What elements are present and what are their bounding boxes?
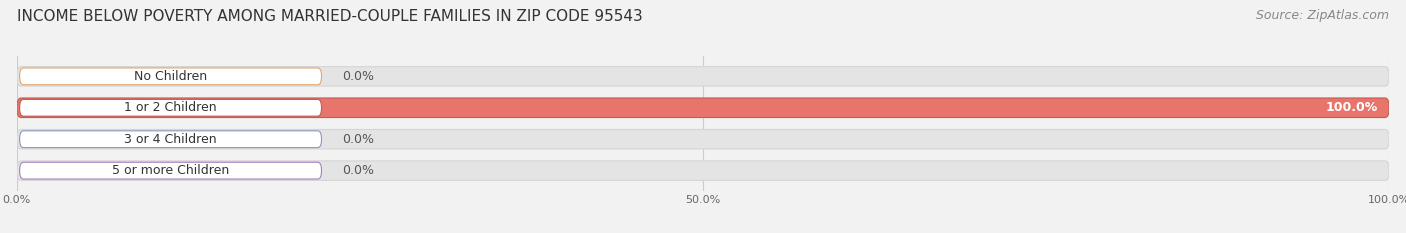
- FancyBboxPatch shape: [20, 162, 322, 179]
- Text: INCOME BELOW POVERTY AMONG MARRIED-COUPLE FAMILIES IN ZIP CODE 95543: INCOME BELOW POVERTY AMONG MARRIED-COUPL…: [17, 9, 643, 24]
- Text: 0.0%: 0.0%: [342, 70, 374, 83]
- FancyBboxPatch shape: [20, 131, 322, 147]
- Text: 0.0%: 0.0%: [342, 133, 374, 146]
- Text: 1 or 2 Children: 1 or 2 Children: [124, 101, 217, 114]
- Text: 3 or 4 Children: 3 or 4 Children: [124, 133, 217, 146]
- Text: No Children: No Children: [134, 70, 207, 83]
- FancyBboxPatch shape: [17, 98, 1389, 117]
- Text: Source: ZipAtlas.com: Source: ZipAtlas.com: [1256, 9, 1389, 22]
- FancyBboxPatch shape: [20, 99, 322, 116]
- Text: 0.0%: 0.0%: [342, 164, 374, 177]
- FancyBboxPatch shape: [17, 130, 1389, 149]
- FancyBboxPatch shape: [17, 67, 1389, 86]
- FancyBboxPatch shape: [17, 161, 1389, 180]
- FancyBboxPatch shape: [17, 98, 1389, 117]
- Text: 100.0%: 100.0%: [1326, 101, 1378, 114]
- Text: 5 or more Children: 5 or more Children: [112, 164, 229, 177]
- FancyBboxPatch shape: [20, 68, 322, 85]
